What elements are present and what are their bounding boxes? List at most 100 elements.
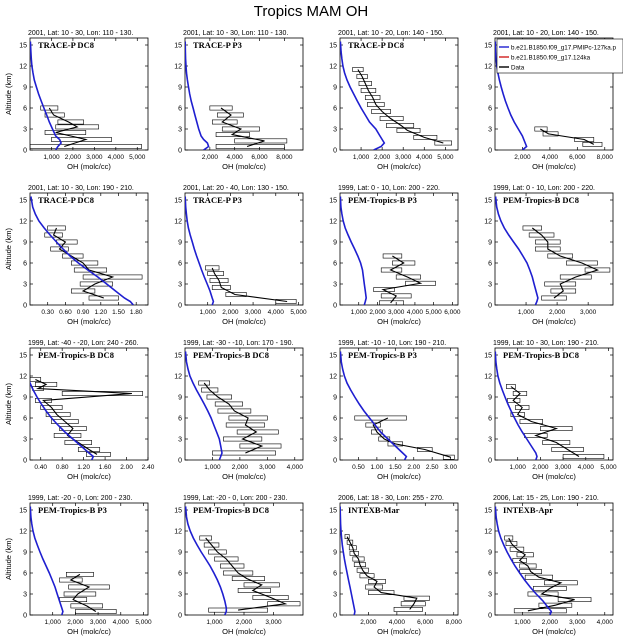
x-tick-label: 2,000 — [360, 619, 377, 626]
obs-range-box — [267, 601, 301, 607]
x-tick-label: 1.50 — [112, 309, 125, 316]
obs-range-box — [346, 539, 354, 545]
y-tick-label: 15 — [329, 198, 337, 205]
plot-frame — [494, 37, 614, 151]
campaign-label: PEM-Tropics-B P3 — [38, 505, 107, 515]
obs-range-box — [209, 105, 233, 111]
plot-area — [30, 196, 143, 305]
x-tick-label: 3,000 — [245, 309, 262, 316]
x-tick-label: 2.00 — [120, 464, 133, 471]
obs-range-box — [356, 74, 368, 79]
obs-range-box — [206, 394, 232, 400]
panel-13: 1999, Lat: -20 - 0, Lon: 200 - 230. PEM-T… — [4, 495, 152, 636]
obs-range-box — [584, 267, 611, 273]
panel-3: 2001, Lat: 10 - 20, Lon: 140 - 150. TRACE… — [329, 30, 459, 171]
obs-range-box — [371, 429, 383, 435]
obs-range-box — [228, 415, 268, 421]
obs-range-box — [507, 398, 521, 403]
plot-frame — [494, 502, 614, 616]
x-axis-label: OH (molc/cc) — [532, 162, 576, 171]
panel-10: 1999, Lat: -30 - -10, Lon: 170 - 190. PEM… — [174, 340, 304, 481]
x-axis-label: OH (molc/cc) — [222, 627, 266, 636]
plot-frame — [494, 192, 614, 306]
plot-frame — [339, 37, 459, 151]
obs-range-box — [544, 281, 577, 287]
obs-range-box — [528, 232, 555, 238]
obs-range-box — [386, 123, 415, 128]
panel-header: 2006, Lat: 18 - 30, Lon: 255 - 270. — [338, 495, 444, 502]
legend-label: Data — [511, 65, 525, 72]
data-line — [346, 536, 418, 610]
obs-range-box — [512, 557, 527, 563]
y-tick-label: 9 — [178, 395, 182, 402]
x-tick-label: 4,000 — [542, 154, 559, 161]
panel-header: 2001, Lat: 10 - 20, Lon: 140 - 150. — [493, 30, 599, 37]
y-axis-label: Altitude (km) — [4, 227, 13, 270]
obs-range-box — [382, 253, 403, 259]
obs-range-box — [225, 422, 265, 428]
x-tick-label: 3,000 — [86, 154, 103, 161]
obs-range-box — [44, 232, 63, 238]
x-axis-label: OH (molc/cc) — [67, 472, 111, 481]
obs-range-box — [88, 295, 119, 301]
y-tick-label: 0 — [178, 303, 182, 310]
x-tick-label: 1.20 — [94, 309, 107, 316]
x-tick-label: 0.60 — [59, 309, 72, 316]
y-tick-label: 3 — [23, 437, 27, 444]
x-tick-label: 1,000 — [518, 309, 535, 316]
panel-4: 2001, Lat: 10 - 20, Lon: 140 - 150.TRACE… — [484, 30, 623, 171]
x-tick-label: 3,000 — [395, 154, 412, 161]
obs-range-box — [359, 573, 375, 579]
obs-range-box — [533, 585, 567, 591]
x-tick-label: 1,000 — [510, 464, 527, 471]
campaign-label: PEM-Tropics-B DC8 — [193, 350, 269, 360]
y-tick-label: 0 — [333, 458, 337, 465]
obs-range-box — [504, 535, 514, 541]
x-tick-label: 3,000 — [388, 309, 405, 316]
model-line — [185, 196, 215, 305]
x-tick-label: 1,000 — [351, 309, 368, 316]
y-tick-label: 9 — [488, 395, 492, 402]
y-tick-label: 0 — [333, 613, 337, 620]
y-tick-label: 15 — [174, 198, 182, 205]
obs-range-box — [66, 571, 94, 577]
x-tick-label: 5,000 — [290, 309, 307, 316]
plot-area — [340, 41, 452, 150]
obs-range-box — [82, 274, 143, 280]
obs-range-box — [275, 299, 297, 304]
campaign-label: PEM-Tropics-B DC8 — [193, 505, 269, 515]
model-line — [30, 196, 134, 305]
obs-range-box — [400, 601, 426, 607]
data-line — [381, 255, 423, 304]
y-tick-label: 15 — [329, 508, 337, 515]
model-line — [30, 380, 95, 460]
x-axis-label: OH (molc/cc) — [67, 317, 111, 326]
y-tick-label: 12 — [484, 374, 492, 381]
obs-range-box — [30, 144, 142, 149]
x-tick-label: 1,000 — [200, 309, 217, 316]
obs-range-box — [550, 288, 577, 294]
x-axis-label: OH (molc/cc) — [532, 472, 576, 481]
obs-range-box — [506, 384, 516, 389]
obs-range-box — [75, 609, 117, 614]
x-tick-label: 3,000 — [580, 309, 597, 316]
x-axis-label: OH (molc/cc) — [222, 472, 266, 481]
y-tick-label: 15 — [329, 43, 337, 50]
y-tick-label: 12 — [329, 374, 337, 381]
y-tick-label: 3 — [178, 282, 182, 289]
x-tick-label: 5,000 — [129, 154, 146, 161]
y-tick-label: 12 — [484, 529, 492, 536]
obs-range-box — [239, 443, 282, 449]
y-tick-label: 0 — [178, 458, 182, 465]
x-tick-label: 4,000 — [287, 464, 304, 471]
obs-range-box — [51, 137, 112, 142]
obs-range-box — [403, 595, 430, 601]
y-tick-label: 12 — [174, 64, 182, 71]
y-tick-label: 15 — [19, 353, 27, 360]
y-tick-label: 9 — [333, 395, 337, 402]
y-tick-label: 0 — [178, 613, 182, 620]
y-tick-label: 12 — [329, 529, 337, 536]
panel-header: 1999, Lat: -20 - 0, Lon: 200 - 230. — [28, 495, 132, 502]
panel-header: 1999, Lat: 0 - 10, Lon: 200 - 220. — [338, 185, 440, 192]
